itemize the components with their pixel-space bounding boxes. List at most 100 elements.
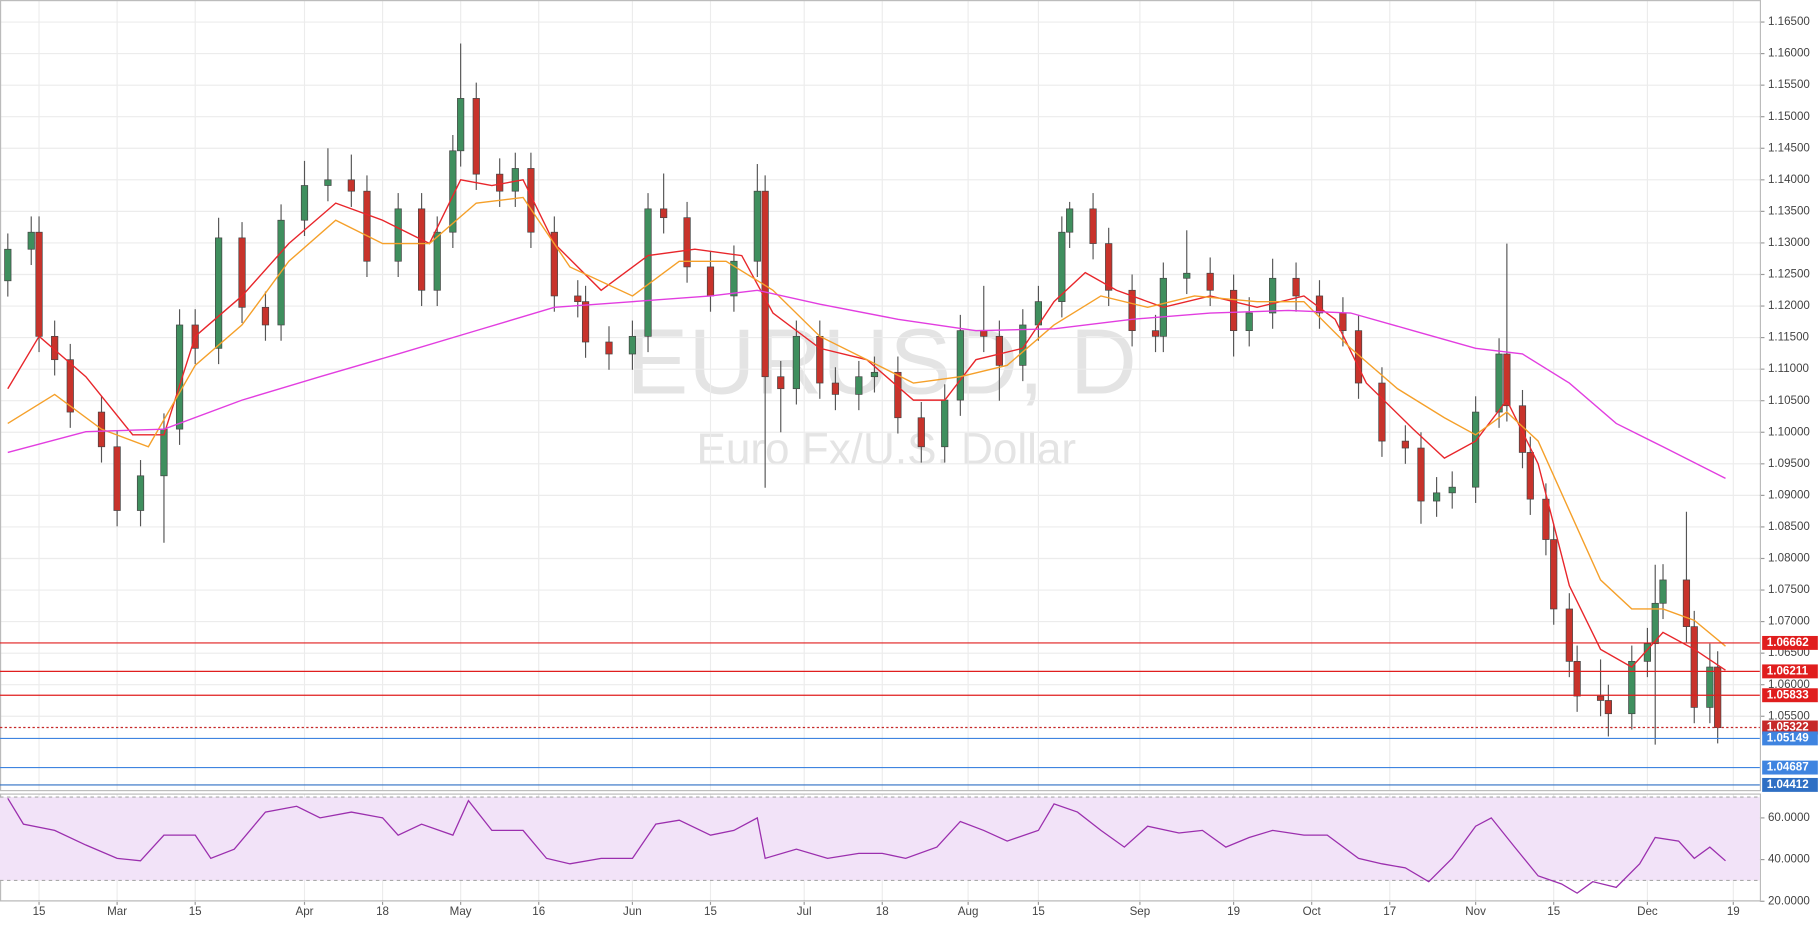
y-tick-label: 1.07000 [1768,615,1810,628]
y-tick-label: 1.10000 [1768,425,1810,438]
y-tick-label: 1.08000 [1768,552,1810,565]
level-label-box [1762,777,1818,792]
x-tick-label: Oct [1303,905,1322,918]
x-tick-label: Aug [958,905,979,918]
x-tick-label: Apr [295,905,313,918]
candle-body [1542,498,1550,540]
candle-body [855,376,863,395]
candle-body [1245,312,1253,332]
y-tick-label: 1.11000 [1768,362,1809,375]
candle-body [238,237,246,308]
candle-body [363,190,371,262]
candle-body [113,446,121,511]
candle-body [1315,295,1324,314]
level-label: 1.04412 [1767,778,1809,791]
candle-body [1628,661,1636,715]
candle-body [1339,312,1347,332]
candle-body [550,231,558,297]
candle-body [1206,272,1214,291]
candle-body [605,341,613,355]
candle-body [1151,330,1160,337]
x-tick-label: Jul [797,905,812,918]
candle-body [1269,277,1277,314]
x-tick-label: May [450,905,472,918]
candle-body [418,208,426,291]
candle-body [66,359,74,413]
candle-body [628,335,637,355]
candle-body [1651,602,1659,645]
candle-body [394,208,402,262]
candle-body [1230,289,1238,332]
y-tick-label: 1.15000 [1768,110,1810,123]
y-tick-label: 40.0000 [1768,853,1810,866]
x-tick-label: 17 [1383,905,1396,918]
candle-body [215,237,223,349]
level-label: 1.05322 [1767,721,1809,734]
candle-body [1682,579,1691,627]
candle-body [1472,411,1480,488]
content-layer [0,43,1760,894]
level-label-box [1762,635,1818,650]
y-tick-label: 1.12500 [1768,268,1810,281]
x-tick-label: Dec [1637,905,1658,918]
y-tick-label: 1.09500 [1768,457,1810,470]
y-tick-label: 1.15500 [1768,78,1810,91]
candle-body [917,417,925,448]
y-tick-label: 1.14000 [1768,173,1810,186]
candle-body [1526,452,1534,500]
level-label: 1.06211 [1767,664,1809,677]
candle-body [4,248,12,282]
y-tick-label: 60.0000 [1768,811,1810,824]
candle-body [706,266,715,297]
candle-body [1573,661,1581,697]
level-label: 1.06662 [1767,636,1809,649]
candle-body [457,98,465,152]
x-tick-label: Nov [1465,905,1486,918]
candle-body [683,217,691,268]
candle-body [1690,626,1698,708]
x-tick-label: 15 [33,905,46,918]
level-label: 1.04687 [1767,761,1809,774]
moving-average-line [7,289,1726,479]
candle-body [1714,666,1722,728]
candle-body [1105,243,1113,291]
candle-body [1495,353,1503,413]
level-label-box [1762,731,1818,746]
x-tick-label: 16 [532,905,545,918]
pane-border [0,0,1761,792]
y-tick-label: 1.16500 [1768,15,1810,28]
candle-body [1401,440,1409,449]
candle-body [1019,324,1027,366]
candle-body [1066,208,1074,233]
y-tick-label: 1.13000 [1768,236,1810,249]
candle-body [730,260,738,297]
candle-body [1659,579,1667,604]
x-tick-label: 15 [1547,905,1560,918]
candle-body [956,330,964,401]
candle-body [300,185,309,221]
x-tick-label: 19 [1227,905,1240,918]
x-tick-label: Mar [107,905,127,918]
y-tick-label: 1.14500 [1768,141,1810,154]
candle-body [261,306,270,326]
candle-body [1550,539,1558,610]
candle-body [1183,272,1191,279]
candle-body [1565,608,1573,662]
candle-body [995,335,1003,366]
candle-body [1706,666,1714,708]
moving-average-line [7,196,1726,647]
rsi-line [7,797,1726,894]
level-label-box [1762,720,1818,735]
level-label-box [1762,664,1818,679]
candle-body [644,208,652,337]
candle-body [1448,486,1456,494]
candle-body [1128,289,1136,332]
y-tick-label: 1.08500 [1768,520,1810,533]
candle-body [51,335,59,361]
y-tick-label: 1.10500 [1768,394,1810,407]
y-tick-label: 1.06000 [1768,678,1810,691]
